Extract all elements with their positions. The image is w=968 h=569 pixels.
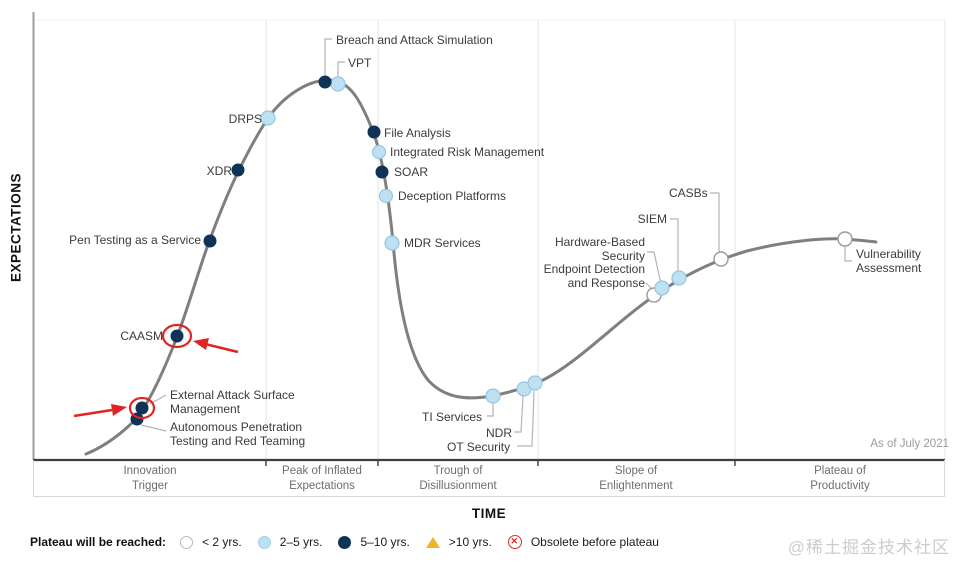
point-label-casbs: CASBs	[669, 186, 708, 200]
navy-circle-icon	[338, 535, 352, 549]
highlight-circle-easm	[128, 396, 156, 420]
phase-label-trough-of-disillusionment: Trough of Disillusionment	[419, 465, 497, 492]
point-dot-hardware-based-security	[654, 280, 670, 296]
white-circle-icon	[180, 535, 194, 549]
legend-item-gt10yrs: >10 yrs.	[425, 535, 492, 549]
legend-label-lt2yrs: < 2 yrs.	[202, 535, 242, 549]
arrow-head-easm	[111, 404, 127, 416]
point-dot-ti-services	[485, 388, 501, 404]
legend-item-obsolete: Obsolete before plateau	[507, 535, 659, 549]
point-label-ot-security: OT Security	[447, 440, 511, 454]
point-label-breach-and-attack-simulation: Breach and Attack Simulation	[336, 33, 493, 47]
phase-label-peak-of-inflated-expectations: Peak of Inflated Expectations	[282, 465, 362, 492]
point-label-mdr-services: MDR Services	[404, 236, 481, 250]
point-label-vpt: VPT	[348, 56, 372, 70]
point-dot-soar	[375, 165, 389, 179]
gold-triangle-icon	[425, 536, 440, 548]
point-label-vulnerability-assessment: Vulnerability Assessment	[856, 247, 922, 275]
highlight-arrows	[73, 338, 239, 418]
point-dot-breach-and-attack-simulation	[318, 75, 332, 89]
point-dot-deception-platforms	[378, 188, 394, 204]
point-dot-integrated-risk-management	[371, 144, 387, 160]
point-dot-vulnerability-assessment	[837, 231, 853, 247]
point-dot-external-attack-surface-management	[135, 401, 149, 415]
point-label-hardware-based-security: Hardware-Based Security	[554, 235, 645, 263]
point-dot-file-analysis	[367, 125, 381, 139]
point-dot-ot-security	[527, 375, 543, 391]
point-label-endpoint-detection-and-response: Endpoint Detection and Response	[543, 262, 645, 290]
point-dot-casbs	[713, 251, 729, 267]
point-label-pen-testing-as-a-service: Pen Testing as a Service	[69, 233, 201, 247]
point-dot-siem	[671, 270, 687, 286]
x-axis-band	[33, 458, 945, 497]
point-dot-vpt	[330, 76, 346, 92]
point-label-external-attack-surface-management: External Attack Surface Management	[170, 388, 295, 416]
point-label-siem: SIEM	[637, 212, 667, 226]
point-label-integrated-risk-management: Integrated Risk Management	[390, 145, 545, 159]
dots-2to5yrs	[260, 76, 687, 404]
phase-label-innovation-trigger: Innovation Trigger	[123, 465, 177, 492]
legend-label-obsolete: Obsolete before plateau	[530, 535, 659, 549]
legend-label-5to10yrs: 5–10 yrs.	[360, 535, 410, 549]
x-axis-label: TIME	[471, 506, 507, 521]
as-of-date: As of July 2021	[870, 438, 949, 450]
point-dot-drps	[260, 110, 276, 126]
legend: Plateau will be reached: < 2 yrs. 2–5 yr…	[30, 533, 675, 551]
legend-item-2to5yrs: 2–5 yrs.	[257, 535, 323, 549]
hype-cycle-curve	[84, 78, 878, 456]
point-dot-pen-testing-as-a-service	[203, 234, 217, 248]
leader-lines	[140, 38, 852, 447]
legend-title: Plateau will be reached:	[30, 535, 167, 549]
point-dot-caasm	[170, 329, 184, 343]
point-label-deception-platforms: Deception Platforms	[398, 189, 507, 203]
red-circled-x-icon	[507, 535, 522, 549]
legend-item-lt2yrs: < 2 yrs.	[180, 535, 242, 549]
arrow-head-caasm	[193, 338, 209, 350]
highlight-circle-caasm	[161, 323, 193, 349]
legend-label-2to5yrs: 2–5 yrs.	[279, 535, 323, 549]
phase-label-plateau-of-productivity: Plateau of Productivity	[810, 465, 870, 492]
point-label-ndr: NDR	[486, 426, 512, 440]
phase-label-slope-of-enlightenment: Slope of Enlightenment	[599, 465, 673, 492]
point-label-autonomous-pen-testing: Autonomous Penetration Testing and Red T…	[170, 420, 306, 448]
point-label-file-analysis: File Analysis	[384, 126, 451, 140]
point-label-caasm: CAASM	[120, 329, 163, 343]
legend-item-5to10yrs: 5–10 yrs.	[338, 535, 410, 549]
point-label-drps: DRPS	[228, 112, 262, 126]
y-axis-label: EXPECTATIONS	[8, 173, 24, 283]
point-label-soar: SOAR	[394, 165, 429, 179]
dots-5to10yrs	[130, 75, 389, 426]
phase-tick-marks	[265, 461, 736, 466]
highlight-circles	[128, 323, 193, 420]
watermark: @稀土掘金技术社区	[787, 538, 950, 557]
point-label-ti-services: TI Services	[422, 410, 483, 424]
point-dot-mdr-services	[384, 235, 400, 251]
point-label-xdr: XDR	[206, 164, 232, 178]
point-dot-xdr	[231, 163, 245, 177]
lightblue-circle-icon	[257, 535, 271, 549]
legend-label-gt10yrs: >10 yrs.	[448, 535, 492, 549]
